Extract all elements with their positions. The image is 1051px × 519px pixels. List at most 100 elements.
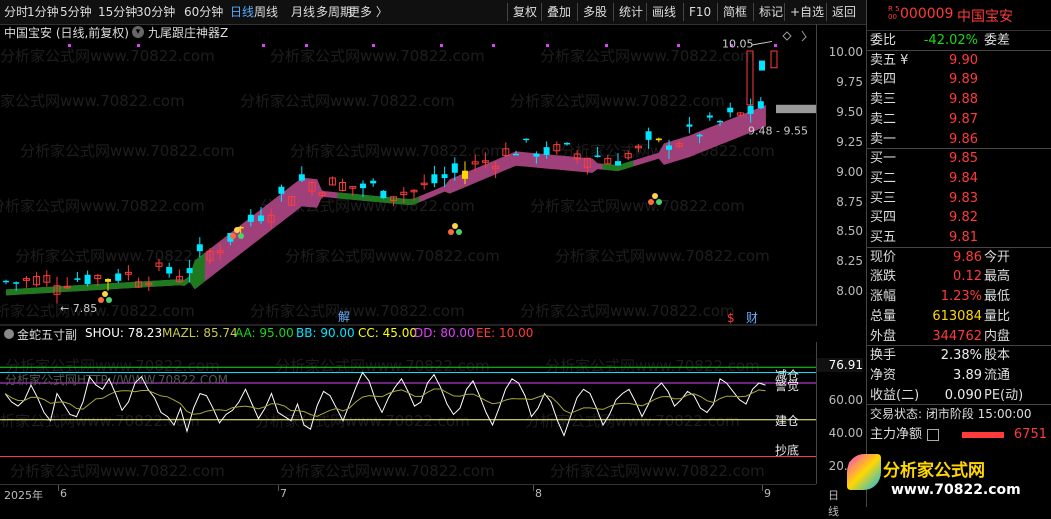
candle-body bbox=[247, 214, 254, 222]
bid-row-0[interactable]: 买一 9.85 bbox=[867, 149, 1051, 168]
level-label: 减仓 bbox=[775, 369, 799, 383]
candle-body bbox=[645, 131, 652, 140]
tool-button-3[interactable]: 统计 bbox=[619, 5, 644, 19]
candle-body bbox=[370, 180, 377, 184]
watermark-text: 分析家公式网www.70822.com bbox=[555, 247, 770, 265]
ask-row-4[interactable]: 卖一 9.86 bbox=[867, 130, 1051, 149]
weibi-row-value: -42.02% bbox=[923, 33, 978, 48]
main-net-row[interactable]: 主力净额 6751 bbox=[867, 425, 1051, 444]
tool-button-6[interactable]: 简框 bbox=[723, 5, 748, 19]
event-marker bbox=[677, 44, 680, 47]
ask-row-4-value: 9.86 bbox=[949, 131, 978, 147]
dividend-marker[interactable]: $ bbox=[727, 311, 735, 325]
price-tick-label: 9.00 bbox=[836, 164, 863, 179]
watermark-text: 分析家公式网www.70822.com bbox=[255, 412, 470, 430]
tool-button-9[interactable]: 返回 bbox=[832, 5, 857, 19]
candle-body bbox=[462, 170, 468, 179]
candle-body bbox=[583, 157, 591, 168]
diamond-icon[interactable] bbox=[782, 31, 792, 41]
indicator-settings-icon[interactable] bbox=[4, 329, 14, 339]
tool-button-5[interactable]: F10 bbox=[689, 5, 712, 19]
bid-row-0-value: 9.85 bbox=[949, 151, 978, 167]
event-marker bbox=[68, 44, 71, 47]
stat-row-1-right-label: 最高 bbox=[984, 269, 1011, 285]
ask-row-1-label: 卖四 bbox=[870, 72, 897, 88]
toolbar-divider bbox=[577, 3, 578, 21]
expand-icon[interactable] bbox=[801, 30, 807, 42]
level-label: 建仓 bbox=[775, 414, 799, 428]
candle-body bbox=[759, 60, 765, 71]
ask-row-0[interactable]: 卖五 ¥ 9.90 bbox=[867, 51, 1051, 70]
watermark-text: 分析家公式网www.70822.com bbox=[520, 302, 735, 320]
stat-row-1: 涨跌 0.12 最高 bbox=[867, 267, 1051, 286]
indicator-param-1: MAZL: 85.74 bbox=[162, 326, 238, 340]
event-jie-marker[interactable]: 解 bbox=[338, 310, 350, 324]
candle-body bbox=[624, 153, 632, 159]
tool-button-7[interactable]: 标记 bbox=[759, 5, 784, 19]
toolbar-divider bbox=[717, 3, 718, 21]
fin-row-2-value: 0.090 bbox=[944, 387, 982, 403]
watermark-text: 分析家公式网www.70822.com bbox=[550, 462, 765, 480]
stat-row-2-label: 涨幅 bbox=[870, 289, 897, 305]
period-tab-7[interactable]: 周线 bbox=[254, 5, 279, 19]
watermark-text: 分析家公式网www.70822.com bbox=[545, 357, 760, 375]
ask-row-1[interactable]: 卖四 9.89 bbox=[867, 70, 1051, 89]
candle-body bbox=[573, 153, 581, 160]
ask-row-0-value: 9.90 bbox=[949, 52, 978, 68]
period-tab-10[interactable]: 更多 〉 bbox=[348, 5, 388, 19]
bid-row-1[interactable]: 买二 9.84 bbox=[867, 169, 1051, 188]
tool-button-1[interactable]: 叠加 bbox=[547, 5, 572, 19]
stat-row-2: 涨幅 1.23% 最低 bbox=[867, 287, 1051, 306]
chart-indicator-title[interactable]: 九尾跟庄神器Z bbox=[148, 26, 229, 40]
bid-row-2-label: 买三 bbox=[870, 190, 897, 206]
date-tick bbox=[533, 485, 534, 491]
event-marker bbox=[774, 44, 777, 47]
event-marker bbox=[262, 44, 265, 47]
candle-body bbox=[258, 215, 264, 222]
period-tab-1[interactable]: 1分钟 bbox=[27, 5, 59, 19]
candle-body bbox=[492, 165, 500, 170]
indicator-dropdown-icon[interactable]: ▾ bbox=[132, 26, 144, 38]
period-tab-4[interactable]: 30分钟 bbox=[136, 5, 176, 19]
panel-divider bbox=[867, 49, 1051, 51]
ask-row-3-value: 9.87 bbox=[949, 111, 978, 127]
indicator-name[interactable]: 金蛇五寸副 bbox=[17, 328, 78, 342]
tool-button-2[interactable]: 多股 bbox=[583, 5, 608, 19]
stock-header: R 500 000009 中国宝安 bbox=[867, 0, 1051, 31]
period-tab-3[interactable]: 15分钟 bbox=[98, 5, 138, 19]
fin-row-2-label: 收益(二) bbox=[870, 387, 920, 403]
candle-body bbox=[736, 112, 744, 116]
bid-row-2-value: 9.83 bbox=[949, 190, 978, 206]
bid-row-4[interactable]: 买五 9.81 bbox=[867, 228, 1051, 247]
list-icon[interactable] bbox=[927, 429, 939, 442]
date-tick-label: 6 bbox=[60, 487, 67, 500]
price-range-bar bbox=[776, 104, 816, 114]
shou-line bbox=[4, 371, 766, 437]
ask-row-2[interactable]: 卖三 9.88 bbox=[867, 90, 1051, 109]
bid-row-2[interactable]: 买三 9.83 bbox=[867, 189, 1051, 208]
candle-body bbox=[410, 189, 418, 193]
tool-button-0[interactable]: 复权 bbox=[513, 5, 538, 19]
candle-body bbox=[124, 271, 132, 275]
bid-row-1-label: 买二 bbox=[870, 170, 897, 186]
period-tab-5[interactable]: 60分钟 bbox=[184, 5, 224, 19]
fin-row-0: 换手 2.38% 股本 bbox=[867, 346, 1051, 365]
period-tab-8[interactable]: 月线 bbox=[291, 5, 316, 19]
finance-marker[interactable]: 财 bbox=[746, 311, 758, 325]
period-tab-9[interactable]: 多周期 bbox=[316, 5, 353, 19]
price-chart[interactable]: 10.05 ← 7.85 9.48 - 9.55 解 $ 财 bbox=[0, 24, 816, 326]
period-tab-6[interactable]: 日线 bbox=[230, 5, 255, 19]
period-tab-0[interactable]: 分时 bbox=[4, 5, 29, 19]
period-tab-2[interactable]: 5分钟 bbox=[60, 5, 92, 19]
event-marker bbox=[372, 44, 375, 47]
ask-row-3[interactable]: 卖二 9.87 bbox=[867, 110, 1051, 129]
indicator-header: 金蛇五寸副 SHOU: 78.23 MAZL: 85.74 AA: 95.00 BB: … bbox=[0, 326, 816, 342]
candle-body bbox=[747, 105, 754, 114]
candle-body bbox=[604, 158, 612, 165]
tool-button-4[interactable]: 画线 bbox=[652, 5, 677, 19]
bid-row-3[interactable]: 买四 9.82 bbox=[867, 208, 1051, 227]
tool-button-8[interactable]: +自选 bbox=[790, 5, 825, 19]
price-tick-label: 10.00 bbox=[828, 45, 863, 59]
period-label: 日线 bbox=[828, 489, 839, 518]
